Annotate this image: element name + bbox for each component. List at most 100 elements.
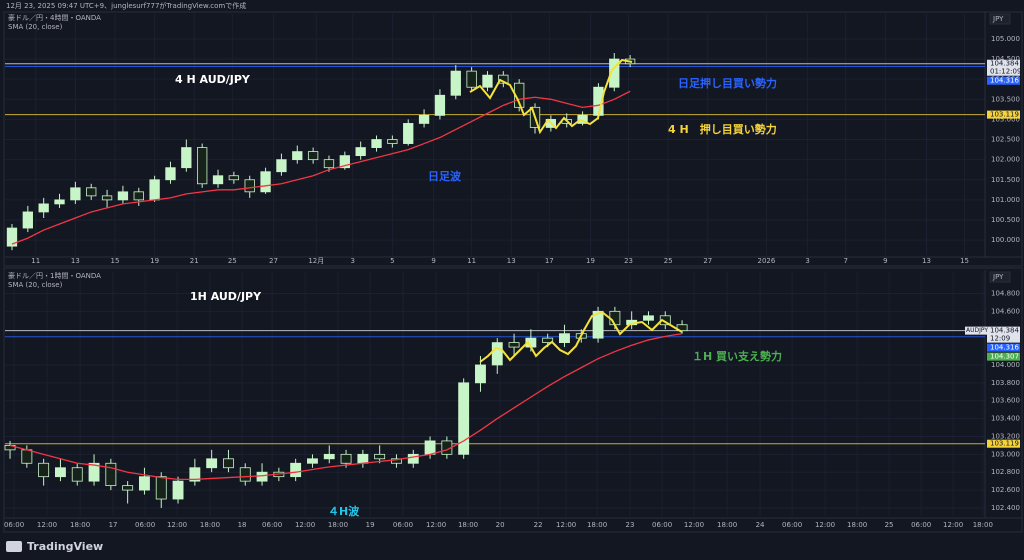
annotation: 4 H AUD/JPY: [175, 73, 251, 86]
price-tag: [987, 110, 1020, 119]
x-tick-label: 12:00: [815, 521, 835, 529]
currency: JPY: [992, 15, 1004, 23]
x-tick-label: 18:00: [847, 521, 867, 529]
x-tick-label: 12月: [308, 257, 324, 265]
y-tick-label: 102.600: [991, 486, 1020, 494]
currency: JPY: [992, 273, 1004, 281]
candle-body: [38, 462, 50, 478]
x-tick-label: 3: [805, 257, 809, 265]
x-tick-label: 15: [960, 257, 969, 265]
y-tick-label: 100.500: [991, 216, 1020, 224]
annotation: 日足押し目買い勢力: [678, 76, 777, 90]
candle-body: [105, 462, 117, 487]
price-tag-sublabel: 01:12:09: [990, 68, 1021, 76]
candle-body: [139, 476, 150, 491]
candle-body: [643, 315, 654, 321]
candle-body: [21, 449, 33, 464]
candle-body: [592, 310, 604, 339]
x-tick-label: 24: [756, 521, 765, 529]
candle-body: [407, 453, 419, 464]
candle-body: [256, 471, 268, 482]
chart: 100.000 100.500 101.000 101.500 102.000 102.5…: [5, 12, 1022, 265]
candle-body: [450, 70, 461, 96]
x-tick-label: 12:00: [943, 521, 963, 529]
x-tick-label: 5: [390, 257, 394, 265]
y-tick-label: 103.000: [991, 450, 1020, 458]
candle-body: [508, 342, 520, 348]
y-tick-label: 101.000: [991, 196, 1020, 204]
x-tick-label: 12:00: [556, 521, 576, 529]
candle-body: [6, 227, 18, 247]
candle-body: [88, 462, 100, 482]
x-tick-label: 12:00: [684, 521, 704, 529]
logo: TradingView: [6, 540, 103, 553]
annotation: 4 H 押し目買い勢力: [668, 122, 777, 136]
x-tick-label: 12:00: [167, 521, 187, 529]
indicator-name: SMA (20, close): [8, 281, 63, 289]
candle-body: [374, 453, 386, 460]
candle-body: [475, 364, 486, 384]
candle-body: [165, 167, 176, 181]
candle-body: [418, 114, 430, 124]
price-tag: [987, 59, 1020, 76]
y-tick-label: 104.600: [991, 307, 1020, 315]
candle-body: [54, 199, 65, 205]
x-tick-label: 21: [190, 257, 199, 265]
candle-body: [357, 453, 369, 464]
x-tick-label: 13: [507, 257, 516, 265]
price-tag: [987, 439, 1020, 448]
y-tick-label: 103.600: [991, 397, 1020, 405]
header: 12月 23, 2025 09:47 UTC+9、junglesurf777がT…: [6, 1, 246, 10]
x-tick-label: 18:00: [717, 521, 737, 529]
candle-body: [197, 147, 208, 185]
chart: 102.400 102.600 102.800 103.000 103.200 103.4…: [4, 270, 1022, 529]
x-tick-label: 9: [431, 257, 435, 265]
price-tag-label: 104.316: [990, 344, 1019, 352]
candle-body: [172, 480, 184, 500]
logo-text: TradingView: [27, 540, 103, 553]
x-tick-label: 12:00: [426, 521, 446, 529]
x-tick-label: 18:00: [70, 521, 90, 529]
candle-body: [676, 324, 688, 332]
price-tag: [987, 343, 1020, 352]
candle-body: [133, 191, 144, 201]
candle-body: [391, 458, 402, 464]
x-tick-label: 12:00: [295, 521, 315, 529]
x-tick-label: 11: [31, 257, 40, 265]
x-tick-label: 12:00: [37, 521, 57, 529]
candle-body: [559, 333, 570, 344]
x-tick-label: 06:00: [262, 521, 282, 529]
x-tick-label: 17: [109, 521, 118, 529]
y-tick-label: 103.200: [991, 432, 1020, 440]
x-tick-label: 27: [269, 257, 278, 265]
sma-line: [9, 333, 683, 481]
x-tick-label: 18:00: [587, 521, 607, 529]
y-tick-label: 102.400: [991, 504, 1020, 512]
price-tag: [987, 352, 1020, 361]
candle-body: [609, 58, 620, 88]
candle-body: [609, 310, 621, 326]
candle-body: [323, 453, 335, 460]
candle-body: [482, 74, 493, 88]
candle-body: [122, 485, 134, 491]
candle-body: [55, 467, 66, 478]
y-tick-label: 105.000: [991, 35, 1020, 43]
x-tick-label: 7: [843, 257, 847, 265]
currency-box: [989, 271, 1011, 283]
candle-body: [244, 179, 255, 193]
y-tick-label: 103.800: [991, 379, 1020, 387]
x-tick-label: 23: [624, 257, 633, 265]
candle-body: [260, 171, 271, 193]
candle-body: [292, 151, 303, 161]
y-tick-label: 104.500: [991, 55, 1020, 63]
annotation: 日足波: [428, 169, 462, 183]
candle-body: [355, 147, 366, 157]
x-tick-label: 13: [71, 257, 80, 265]
drawing: [469, 58, 633, 135]
x-tick-label: 06:00: [393, 521, 413, 529]
y-tick-label: 103.500: [991, 95, 1020, 103]
x-tick-label: 22: [534, 521, 543, 529]
y-tick-label: 104.000: [991, 361, 1020, 369]
x-tick-label: 20: [496, 521, 505, 529]
